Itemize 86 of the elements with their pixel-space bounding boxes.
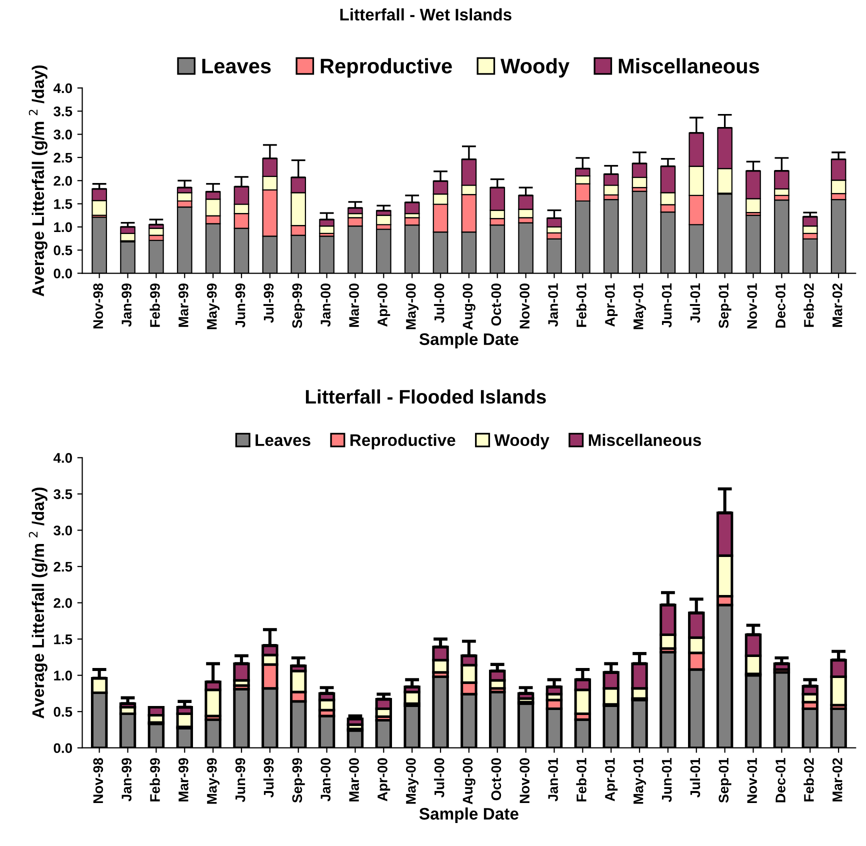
x-tick-label: Mar-00 xyxy=(349,284,359,327)
y-axis-title: Average Litterfall (g/m $^{2}$ /day) xyxy=(28,65,48,296)
x-tick-label: Dec-01 xyxy=(776,758,786,802)
legend-label: Leaves xyxy=(256,434,310,446)
x-tick-label: Jul-00 xyxy=(434,758,444,798)
x-tick-label: Apr-01 xyxy=(604,283,618,327)
y-tick-label: 0.5 xyxy=(54,245,72,256)
y-tick-label: 2.5 xyxy=(54,562,72,572)
y-axis-title: Average Litterfall (g/m $^{2}$ /day) xyxy=(28,488,48,719)
y-tick-label: 3.0 xyxy=(54,526,72,536)
x-tick-label: Feb-99 xyxy=(150,758,160,802)
x-tick-label: Jan-99 xyxy=(122,283,132,327)
y-tick-label: 0.0 xyxy=(54,743,72,754)
y-tick-label: 0.5 xyxy=(54,706,72,717)
x-tick-label: Jan-01 xyxy=(548,283,558,327)
x-tick-label: Jul-01 xyxy=(690,758,700,798)
x-tick-label: Nov-01 xyxy=(747,283,757,328)
x-tick-label: Jan-00 xyxy=(320,758,331,802)
x-tick-label: Jun-99 xyxy=(235,283,246,328)
y-tick-label: 1.5 xyxy=(54,634,72,644)
x-tick-label: Nov-00 xyxy=(520,284,530,328)
x-axis-title: Sample Date xyxy=(419,807,518,823)
x-tick-label: Feb-01 xyxy=(576,283,586,327)
y-tick-label: 3.5 xyxy=(54,106,72,116)
y-tick-label: 4.0 xyxy=(53,453,72,463)
x-tick-label: Nov-98 xyxy=(93,758,104,803)
x-tick-label: Aug-00 xyxy=(462,284,476,330)
x-tick-label: May-99 xyxy=(206,758,220,804)
x-tick-label: Apr-00 xyxy=(378,758,390,802)
x-tick-label: Oct-00 xyxy=(491,758,502,800)
y-tick-label: 1.0 xyxy=(54,222,72,232)
x-tick-label: Jun-99 xyxy=(235,758,246,802)
x-tick-label: May-00 xyxy=(406,758,419,804)
y-tick-label: 1.5 xyxy=(54,199,72,209)
y-tick-label: 1.0 xyxy=(54,670,72,680)
x-tick-label: Feb-01 xyxy=(576,758,586,802)
x-tick-label: Feb-02 xyxy=(804,284,814,327)
x-axis-title: Sample Date xyxy=(419,332,518,348)
x-tick-label: Mar-02 xyxy=(832,758,842,802)
y-tick-label: 4.0 xyxy=(53,83,72,94)
y-tick-label: 3.0 xyxy=(54,130,72,140)
x-tick-label: May-00 xyxy=(406,284,419,330)
x-tick-label: Mar-02 xyxy=(832,284,842,327)
legend-label: Woody xyxy=(494,434,550,450)
x-tick-label: Jul-99 xyxy=(263,758,274,798)
x-tick-label: Apr-01 xyxy=(604,758,618,802)
y-tick-label: 3.5 xyxy=(54,489,72,500)
x-tick-label: Jan-99 xyxy=(122,758,132,802)
y-tick-label: 2.5 xyxy=(54,152,72,163)
legend-label: Reproductive xyxy=(350,434,456,450)
x-tick-label: Mar-99 xyxy=(178,758,188,802)
x-tick-label: Feb-99 xyxy=(150,283,160,327)
x-tick-label: Feb-02 xyxy=(804,758,814,802)
x-tick-label: Jul-99 xyxy=(263,283,274,323)
legend-label: Miscellaneous xyxy=(618,58,760,74)
x-tick-label: Dec-01 xyxy=(776,283,786,328)
legend-label: Leaves xyxy=(202,58,271,74)
x-tick-label: Apr-00 xyxy=(378,284,390,327)
x-tick-label: May-01 xyxy=(633,758,646,804)
x-tick-label: Sep-01 xyxy=(718,283,732,328)
x-tick-label: Nov-01 xyxy=(747,758,757,803)
x-tick-label: Mar-00 xyxy=(349,758,359,802)
y-tick-label: 2.0 xyxy=(54,598,72,608)
x-tick-label: Aug-00 xyxy=(462,758,476,804)
chart-title: Litterfall - Flooded Islands xyxy=(306,389,546,404)
x-tick-label: Jan-01 xyxy=(548,758,558,802)
y-tick-label: 2.0 xyxy=(54,176,72,186)
x-tick-label: Sep-99 xyxy=(292,758,305,803)
x-tick-label: Nov-00 xyxy=(520,758,530,803)
legend-label: Miscellaneous xyxy=(588,434,702,446)
x-tick-label: Sep-01 xyxy=(718,758,732,803)
x-tick-label: Nov-98 xyxy=(93,283,104,328)
x-tick-label: Mar-99 xyxy=(178,283,188,327)
legend-label: Woody xyxy=(500,58,570,78)
x-tick-label: Jul-01 xyxy=(690,283,700,323)
x-tick-label: Jan-00 xyxy=(320,284,331,327)
x-tick-label: Sep-99 xyxy=(292,283,305,328)
x-tick-label: May-99 xyxy=(206,283,220,330)
x-tick-label: Jun-01 xyxy=(662,283,672,328)
x-tick-label: Oct-00 xyxy=(491,284,502,326)
x-tick-label: Jun-01 xyxy=(662,758,672,802)
y-tick-label: 0.0 xyxy=(54,268,72,278)
x-tick-label: May-01 xyxy=(633,283,646,330)
legend-label: Reproductive xyxy=(320,58,452,78)
chart-title: Litterfall - Wet Islands xyxy=(340,8,512,21)
x-tick-label: Jul-00 xyxy=(434,284,444,323)
